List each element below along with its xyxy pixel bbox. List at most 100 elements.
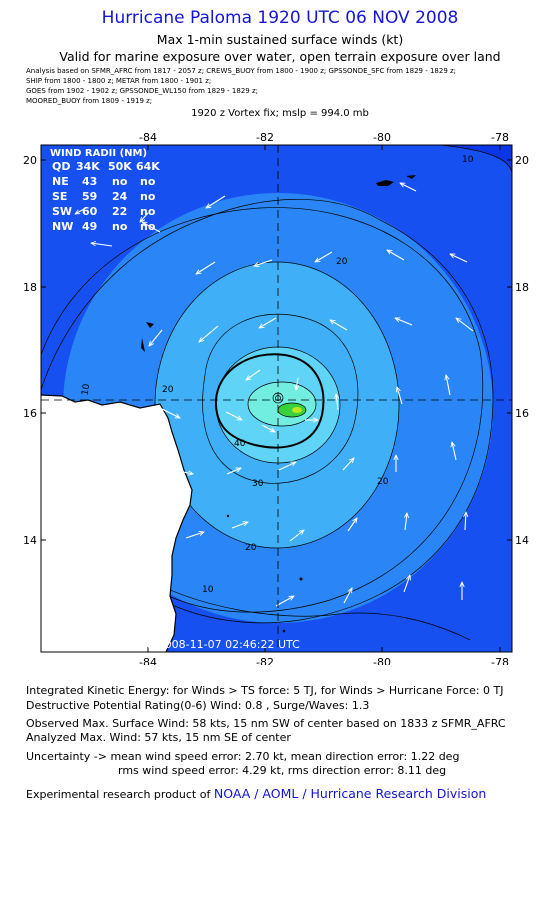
wind-radii-quadrant: NW — [52, 220, 73, 233]
wind-arrow — [159, 407, 180, 419]
analysis-sources-line-4: MOORED_BUOY from 1809 - 1919 z; — [26, 97, 153, 105]
wind-arrow — [259, 317, 277, 328]
lat-tick-label: 16 — [515, 407, 529, 420]
wind-arrow — [397, 387, 403, 405]
lon-tick-label: -80 — [373, 656, 391, 665]
contour-label: 10 — [462, 155, 474, 165]
lat-tick-label: 18 — [23, 281, 37, 294]
wind-arrow — [347, 518, 357, 532]
lon-tick-label: -78 — [491, 131, 509, 144]
central-america-coastline — [41, 394, 193, 652]
wind-radii-value: no — [112, 175, 128, 188]
wind-radii-header: 34K — [76, 160, 100, 173]
wind-radii-table: WIND RADII (NM) QD 34K 50K 64K NE 43 no … — [50, 148, 160, 233]
wind-arrow — [75, 207, 87, 214]
wind-arrow — [336, 394, 338, 411]
wind-radii-value: 24 — [112, 190, 128, 203]
dpr-line: Destructive Potential Rating(0-6) Wind: … — [26, 699, 370, 712]
observed-max-wind: Observed Max. Surface Wind: 58 kts, 15 n… — [26, 717, 506, 730]
wind-radii-value: 60 — [82, 205, 98, 218]
wind-arrow — [84, 535, 104, 546]
wind-radii-header: 50K — [108, 160, 132, 173]
wind-arrow — [196, 261, 216, 274]
lon-tick-label: -82 — [256, 656, 274, 665]
map-credit: Paloma - created on 2008-11-07 02:46:22 … — [44, 638, 300, 651]
lat-tick-label: 14 — [515, 534, 529, 547]
wind-radii-value: no — [112, 220, 128, 233]
wind-arrow — [343, 588, 352, 604]
product-credit-prefix: Experimental research product of — [26, 788, 214, 801]
central-america-land — [41, 395, 192, 652]
wind-arrow — [400, 182, 417, 192]
wind-radii-value: no — [140, 175, 156, 188]
wind-arrow — [446, 375, 451, 396]
wind-arrow — [403, 575, 410, 593]
wind-arrow — [315, 251, 333, 262]
wind-radii-value: no — [140, 190, 156, 203]
wind-radii-value: 22 — [112, 205, 127, 218]
ike-line: Integrated Kinetic Energy: for Winds > T… — [26, 684, 504, 697]
contour-label: 30 — [252, 479, 264, 489]
wind-arrow — [142, 222, 161, 233]
lon-tick-labels-bottom: -84 -82 -80 -78 — [139, 656, 509, 665]
wind-arrow — [92, 475, 112, 486]
wind-arrow — [387, 250, 405, 261]
lon-tick-label: -78 — [491, 656, 509, 665]
islands — [141, 175, 416, 633]
uncertainty-line-2: rms wind speed error: 4.29 kt, rms direc… — [118, 764, 447, 777]
wind-arrow — [185, 532, 204, 539]
lon-tick-label: -80 — [373, 131, 391, 144]
wind-arrow — [261, 424, 275, 432]
wind-arrow — [456, 318, 474, 332]
uncertainty-line-1: Uncertainty -> mean wind speed error: 2.… — [26, 750, 460, 763]
wind-field-map: 10 20 20 20 20 30 40 10 10 — [23, 131, 529, 665]
wind-arrow — [173, 469, 193, 474]
map-title: Hurricane Paloma 1920 UTC 06 NOV 2008 — [101, 8, 459, 28]
wind-radii-header: QD — [52, 160, 70, 173]
wind-arrow — [146, 600, 167, 602]
wind-arrow — [296, 377, 298, 390]
product-credit: Experimental research product of NOAA / … — [26, 786, 486, 801]
analysis-sources-line-1: Analysis based on SFMR_AFRC from 1817 - … — [26, 67, 457, 75]
contour-label: 20 — [336, 257, 348, 267]
wind-arrow — [450, 253, 468, 263]
axis-ticks — [41, 145, 512, 652]
wind-arrow — [199, 325, 219, 342]
isotach-10-south — [139, 574, 471, 641]
analyzed-max-wind: Analyzed Max. Wind: 57 kts, 15 nm SE of … — [26, 731, 291, 744]
lat-tick-label: 20 — [23, 154, 37, 167]
contour-label: 10 — [202, 585, 214, 595]
lat-tick-label: 16 — [23, 407, 37, 420]
hurricane-force-contour — [214, 353, 325, 449]
lon-tick-label: -82 — [256, 131, 274, 144]
lat-tick-label: 20 — [515, 154, 529, 167]
lon-tick-labels-top: -84 -82 -80 -78 — [139, 131, 509, 144]
wind-radii-value: no — [140, 205, 156, 218]
wind-arrow — [206, 195, 226, 208]
wind-arrow — [254, 259, 273, 266]
vortex-fix: 1920 z Vortex fix; mslp = 994.0 mb — [191, 108, 369, 119]
wind-arrow — [395, 318, 413, 326]
wind-arrow — [452, 442, 457, 461]
lat-tick-label: 14 — [23, 534, 37, 547]
map-frame — [40, 144, 513, 653]
wind-arrow — [246, 369, 261, 380]
wind-radii-value: no — [140, 220, 156, 233]
lat-tick-label: 18 — [515, 281, 529, 294]
wind-arrow — [91, 243, 113, 247]
lat-tick-labels-right: 20 18 16 14 — [515, 154, 529, 547]
noaa-hrd-link[interactable]: NOAA / AOML / Hurricane Research Divisio… — [213, 786, 487, 801]
wind-radii-header: 64K — [136, 160, 160, 173]
wind-arrow — [405, 513, 407, 531]
contour-label: 20 — [377, 477, 389, 487]
contour-label: 10 — [81, 383, 93, 396]
contour-label: 20 — [245, 543, 257, 553]
wind-arrow — [289, 530, 304, 542]
wind-arrow — [275, 596, 294, 607]
wind-arrow — [278, 461, 296, 471]
lat-tick-labels-left: 20 18 16 14 — [23, 154, 37, 547]
wind-arrow — [86, 602, 106, 604]
wind-radii-quadrant: NE — [52, 175, 69, 188]
wind-arrow — [225, 411, 242, 421]
wind-radii-value: 49 — [82, 220, 97, 233]
